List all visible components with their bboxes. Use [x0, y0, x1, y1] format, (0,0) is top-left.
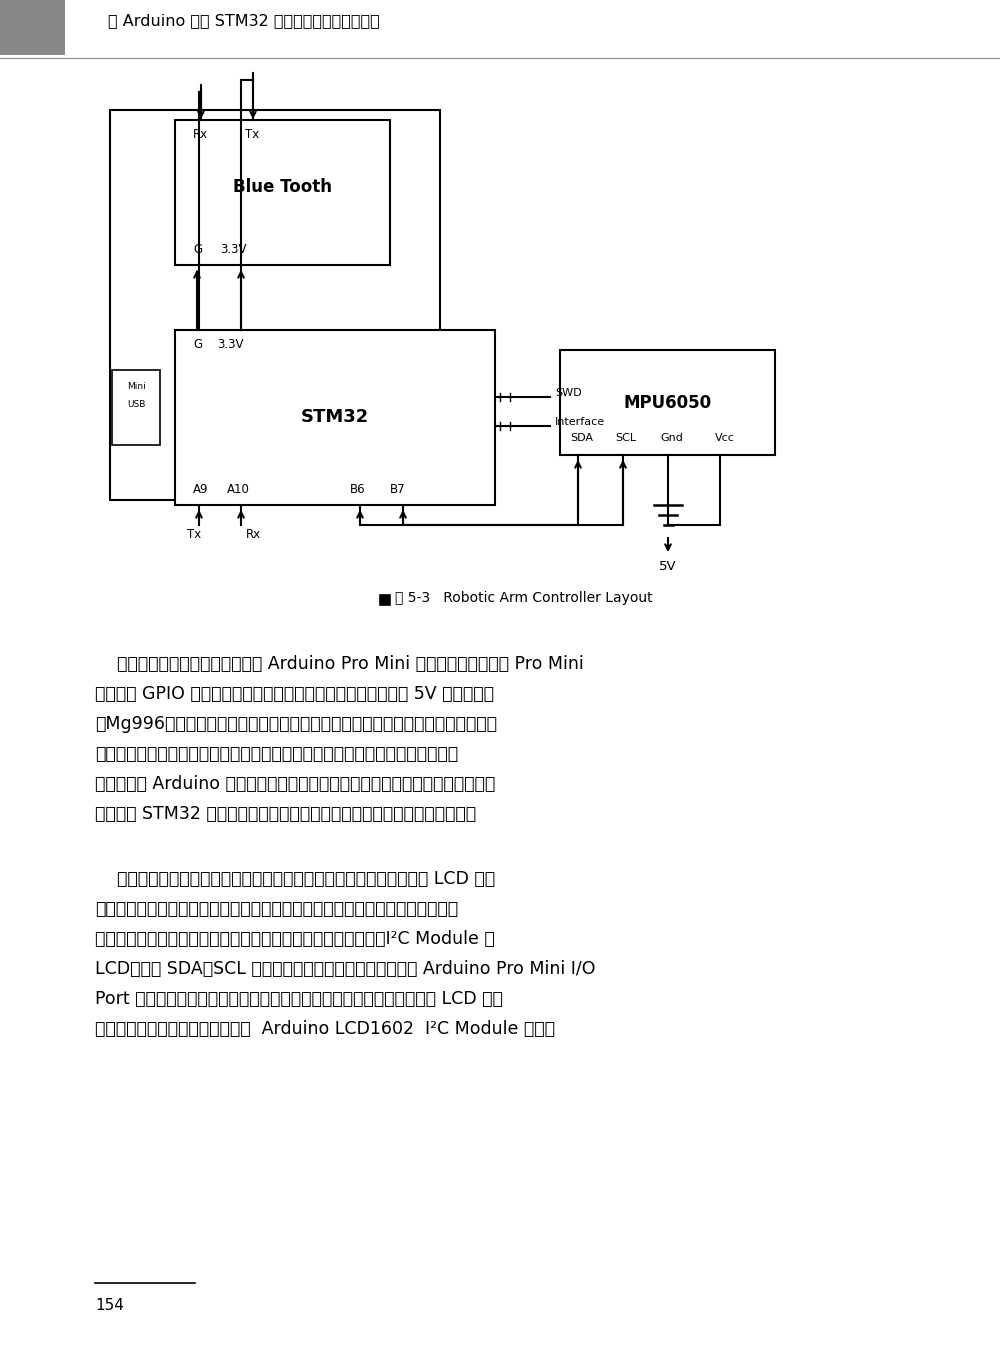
Text: 板子上的 GPIO 具備足夠的驅動電流，因此能夠推動工作電壓為 5V 的伺服馬達: 板子上的 GPIO 具備足夠的驅動電流，因此能夠推動工作電壓為 5V 的伺服馬達 — [95, 685, 494, 704]
Bar — [112, 369, 160, 445]
Text: B7: B7 — [390, 483, 406, 497]
Text: A9: A9 — [193, 483, 208, 497]
Text: 3.3V: 3.3V — [217, 338, 244, 350]
Text: 從 Arduino 邁向 STM32 成為專業工程師必經之路: 從 Arduino 邁向 STM32 成為專業工程師必經之路 — [108, 14, 380, 28]
Text: 空間姿態 STM32 控制板上，設定為從機端的藍芽模組，並接收其藍芽訊號。: 空間姿態 STM32 控制板上，設定為從機端的藍芽模組，並接收其藍芽訊號。 — [95, 805, 476, 823]
Text: G: G — [193, 338, 202, 350]
Text: 3.3V: 3.3V — [220, 244, 246, 256]
Text: 使用者注意安全，其中為了減少線路複雜度，本次實驗使用搭載I²C Module 的: 使用者注意安全，其中為了減少線路複雜度，本次實驗使用搭載I²C Module 的 — [95, 930, 495, 948]
Text: SDA: SDA — [570, 433, 593, 442]
Text: Blue Tooth: Blue Tooth — [233, 179, 332, 196]
Text: 模組字幕顯示功能，請參閱第二章  Arduino LCD1602  I²C Module 程式。: 模組字幕顯示功能，請參閱第二章 Arduino LCD1602 I²C Modu… — [95, 1020, 555, 1038]
Text: Tx: Tx — [245, 129, 259, 141]
Bar — [175, 120, 390, 265]
Bar — [175, 330, 495, 505]
Text: USB: USB — [127, 400, 145, 409]
Text: 上述驅動電路板除了推動機器手臂之外，在實驗中還另外加裝了一組 LCD 液晶: 上述驅動電路板除了推動機器手臂之外，在實驗中還另外加裝了一組 LCD 液晶 — [95, 870, 495, 888]
Text: 外機器手臂 Arduino 驅動板連接的藍芽模組，必須設定為主機端，才能夠搜尋到: 外機器手臂 Arduino 驅動板連接的藍芽模組，必須設定為主機端，才能夠搜尋到 — [95, 775, 495, 793]
Text: LCD，僅需 SDA、SCL 以及工作電源共計四條線，大幅減少 Arduino Pro Mini I/O: LCD，僅需 SDA、SCL 以及工作電源共計四條線，大幅減少 Arduino … — [95, 961, 596, 978]
Text: 電源與動力電源隔離，除避免過熱之外，亦可保護電路安全增加系統強健性，另: 電源與動力電源隔離，除避免過熱之外，亦可保護電路安全增加系統強健性，另 — [95, 746, 458, 763]
Text: Rx: Rx — [193, 129, 208, 141]
Text: Mini: Mini — [127, 382, 145, 391]
Text: Rx: Rx — [246, 528, 261, 541]
Bar — [380, 595, 390, 605]
Text: Interface: Interface — [555, 417, 605, 428]
Text: Vcc: Vcc — [715, 433, 735, 442]
Text: 在機器手臂的驅動電路板中是以 Arduino Pro Mini 控制器為核心，其中 Pro Mini: 在機器手臂的驅動電路板中是以 Arduino Pro Mini 控制器為核心，其… — [95, 655, 584, 672]
Text: 〔Mg996〕；但是根據實驗結果，為了避免電路板過熱，建議外加驅動模組將控制: 〔Mg996〕；但是根據實驗結果，為了避免電路板過熱，建議外加驅動模組將控制 — [95, 714, 497, 733]
Bar — [110, 110, 440, 501]
Text: 5V: 5V — [659, 560, 677, 574]
Bar — [560, 350, 775, 455]
Text: Port 的使用量，因此亦預留了許多未來硬體的擴充空間，若讀者欲加入 LCD 液晶: Port 的使用量，因此亦預留了許多未來硬體的擴充空間，若讀者欲加入 LCD 液… — [95, 990, 503, 1008]
Text: STM32: STM32 — [301, 409, 369, 426]
Text: 154: 154 — [95, 1298, 124, 1312]
Text: 模組，在開機時做提示，並且能夠在機器手臂動作時顯示其運動方向，據以提醒: 模組，在開機時做提示，並且能夠在機器手臂動作時顯示其運動方向，據以提醒 — [95, 900, 458, 917]
Text: MPU6050: MPU6050 — [623, 394, 712, 411]
Text: G: G — [193, 244, 202, 256]
Text: 圖 5-3   Robotic Arm Controller Layout: 圖 5-3 Robotic Arm Controller Layout — [395, 591, 653, 605]
Text: A10: A10 — [227, 483, 250, 497]
Text: SCL: SCL — [615, 433, 636, 442]
Text: B6: B6 — [350, 483, 366, 497]
Text: SWD: SWD — [555, 387, 582, 398]
Text: Gnd: Gnd — [660, 433, 683, 442]
Text: Tx: Tx — [187, 528, 201, 541]
Bar — [0, 0, 65, 55]
